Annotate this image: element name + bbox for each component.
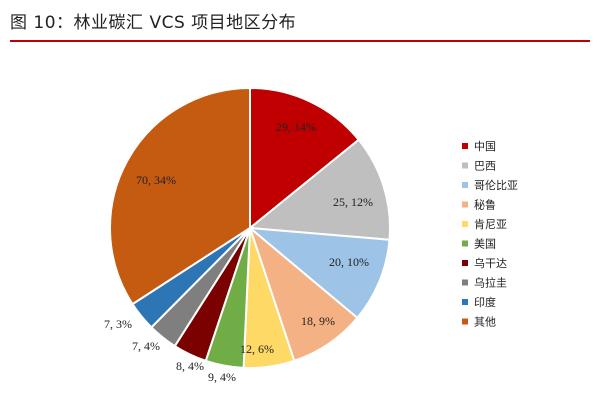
- slice-data-label: 7, 4%: [132, 339, 160, 353]
- slice-data-label: 8, 4%: [176, 359, 204, 373]
- legend-label: 哥伦比亚: [474, 178, 518, 192]
- legend-label: 巴西: [474, 160, 496, 173]
- legend-swatch: [462, 143, 468, 149]
- pie-slice: [247, 138, 391, 241]
- slice-data-label: 29, 14%: [276, 120, 316, 134]
- legend-swatch: [462, 279, 468, 286]
- legend-label: 美国: [474, 238, 496, 251]
- legend-label: 乌干达: [474, 256, 507, 270]
- slice-data-label: 18, 9%: [301, 314, 335, 328]
- legend-label: 乌拉圭: [474, 276, 507, 290]
- pie-slices: [109, 86, 391, 369]
- legend-swatch: [462, 318, 468, 325]
- legend-swatch: [462, 162, 468, 169]
- pie-slice: [246, 226, 391, 320]
- chart-title: 图 10：林业碳汇 VCS 项目地区分布: [10, 13, 297, 33]
- slice-data-label: 70, 34%: [136, 173, 176, 187]
- legend-label: 中国: [474, 140, 496, 153]
- slice-labels: 29, 14% 25, 12% 20, 10% 18, 9% 12, 6% 9, 4% 8,…: [104, 120, 373, 384]
- legend-swatch: [462, 299, 468, 305]
- pie-slice: [109, 86, 251, 306]
- legend-label: 秘鲁: [474, 198, 496, 212]
- legend-label: 肯尼亚: [474, 218, 507, 231]
- legend-swatch: [462, 201, 468, 208]
- slice-data-label: 20, 10%: [329, 255, 369, 269]
- slice-data-label: 25, 12%: [333, 195, 373, 209]
- pie-slice: [249, 86, 361, 231]
- legend-label: 其他: [474, 316, 496, 329]
- slice-data-label: 7, 3%: [104, 317, 132, 331]
- legend-swatch: [462, 182, 468, 188]
- legend-label: 印度: [474, 295, 496, 309]
- slice-data-label: 9, 4%: [208, 370, 236, 384]
- legend-swatch: [462, 240, 468, 247]
- legend-swatch: [462, 221, 468, 227]
- slice-data-label: 12, 6%: [240, 342, 274, 356]
- title-rule: [10, 40, 590, 42]
- legend-swatch: [462, 260, 468, 266]
